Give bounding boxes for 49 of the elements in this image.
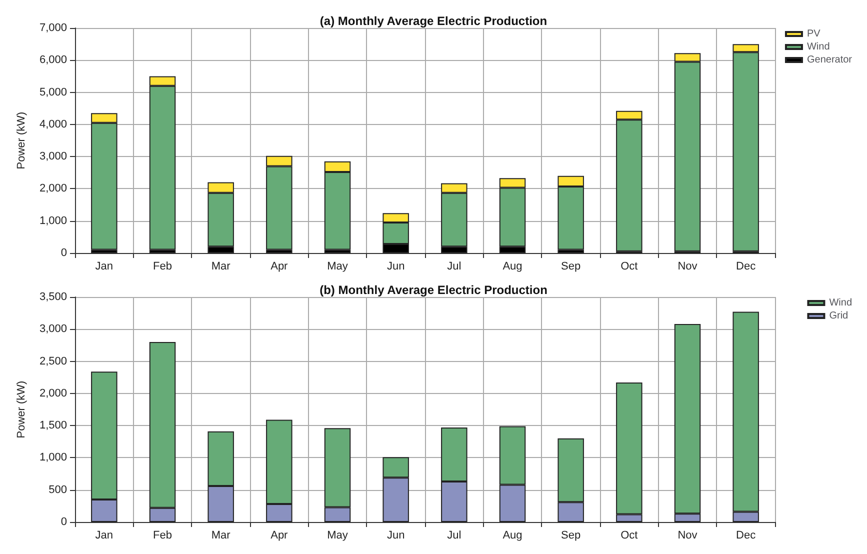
x-tick-label: May <box>327 260 348 272</box>
x-tick-label: May <box>327 530 348 542</box>
y-tick-label: 1,500 <box>39 420 67 432</box>
x-tick-label: Dec <box>736 530 756 542</box>
y-tick-label: 1,000 <box>39 452 67 464</box>
y-tick-label: 1,000 <box>39 214 67 227</box>
x-tick-label: Mar <box>211 260 231 272</box>
y-tick-label: 5,000 <box>39 86 67 98</box>
y-axis-title: Power (kW) <box>16 112 28 170</box>
chart-title: (b) Monthly Average Electric Production <box>320 283 548 297</box>
x-tick-label: Sep <box>561 260 581 272</box>
x-tick-label: Jul <box>447 260 462 272</box>
x-tick-label: Oct <box>620 260 638 272</box>
y-tick-label: 2,500 <box>39 355 67 368</box>
x-tick-label: Sep <box>561 530 581 542</box>
y-tick-label: 4,000 <box>39 118 67 130</box>
legend-label: Wind <box>829 298 852 308</box>
legend-label: PV <box>806 28 821 40</box>
y-tick-label: 2,000 <box>39 387 67 400</box>
x-tick-label: Feb <box>153 260 172 272</box>
y-tick-label: 3,000 <box>39 150 67 163</box>
x-tick-label: Aug <box>502 260 522 272</box>
x-tick-label: Jun <box>386 530 405 542</box>
x-tick-label: Dec <box>736 260 756 272</box>
y-tick-label: 0 <box>60 516 67 528</box>
y-tick-label: 7,000 <box>39 22 67 34</box>
y-tick-label: 3,000 <box>39 323 67 336</box>
chart-title: (a) Monthly Average Electric Production <box>320 14 548 28</box>
x-tick-label: Nov <box>678 530 698 542</box>
legend-label: Wind <box>806 42 830 52</box>
y-tick-label: 3,500 <box>39 291 67 303</box>
x-tick-label: Apr <box>270 530 288 542</box>
x-tick-label: Jan <box>95 530 114 542</box>
x-tick-label: Nov <box>678 260 698 272</box>
x-tick-label: Aug <box>502 530 522 542</box>
legend-label: Generator <box>806 54 853 66</box>
y-axis-title: Power (kW) <box>16 380 28 438</box>
y-tick-label: 500 <box>48 484 67 496</box>
x-tick-label: Jul <box>447 530 462 542</box>
x-tick-label: Oct <box>620 530 638 542</box>
y-tick-label: 2,000 <box>39 182 67 195</box>
legend-label: Grid <box>829 310 848 322</box>
x-tick-label: Jan <box>95 260 114 272</box>
x-tick-label: Apr <box>270 260 288 272</box>
x-tick-label: Jun <box>386 260 405 272</box>
y-tick-label: 0 <box>60 247 67 259</box>
x-tick-label: Mar <box>211 530 231 542</box>
x-tick-label: Feb <box>153 530 172 542</box>
y-tick-label: 6,000 <box>39 54 67 66</box>
